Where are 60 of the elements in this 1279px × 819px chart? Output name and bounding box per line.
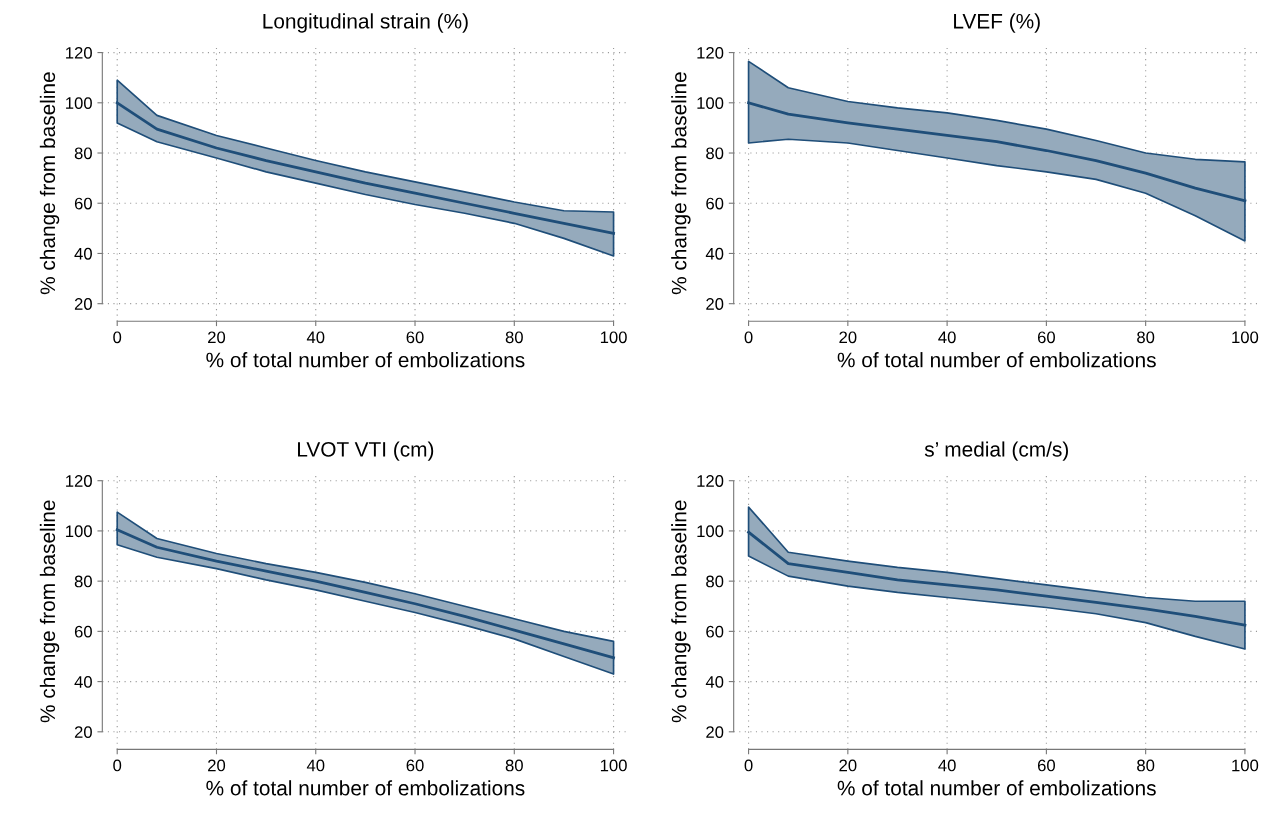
x-tick-label: 100 [600, 759, 627, 772]
y-tick-label: 80 [74, 147, 92, 160]
y-tick-label: 20 [706, 726, 724, 739]
y-tick-label: 100 [697, 525, 724, 538]
x-tick-label: 40 [938, 331, 956, 344]
y-tick-label: 100 [66, 525, 92, 538]
x-tick-label: 0 [744, 331, 753, 344]
y-tick-label: 80 [706, 147, 724, 160]
x-tick-label: 60 [406, 331, 424, 344]
x-tick-label: 20 [839, 759, 857, 772]
x-tick-label: 40 [306, 331, 325, 344]
x-tick-label: 100 [1232, 331, 1259, 344]
y-tick-label: 80 [74, 575, 92, 588]
x-tick-label: 40 [306, 759, 325, 772]
y-tick-label: 120 [697, 475, 724, 487]
x-tick-label: 80 [505, 759, 523, 772]
chart-title: LVOT VTI (cm) [298, 441, 434, 461]
chart-title: Longitudinal strain (%) [263, 13, 468, 33]
x-tick-label: 100 [1232, 759, 1259, 772]
y-tick-label: 60 [706, 197, 724, 210]
y-tick-label: 20 [74, 298, 92, 310]
x-tick-label: 20 [208, 331, 226, 344]
x-tick-label: 100 [600, 331, 627, 344]
x-tick-label: 40 [938, 759, 956, 772]
y-tick-label: 20 [706, 298, 724, 310]
y-tick-label: 40 [74, 247, 92, 260]
y-tick-label: 120 [66, 475, 92, 487]
x-axis-title: % of total number of embolizations [837, 352, 1156, 368]
y-tick-label: 40 [705, 247, 724, 260]
y-tick-label: 100 [697, 97, 724, 109]
y-tick-label: 120 [697, 46, 724, 59]
y-tick-label: 100 [66, 97, 92, 109]
y-tick-label: 20 [74, 726, 92, 739]
x-axis-title: % of total number of embolizations [206, 780, 525, 796]
y-tick-label: 120 [66, 46, 92, 59]
y-tick-label: 60 [74, 625, 92, 638]
y-axis-title: % change from baseline [39, 500, 60, 723]
x-axis-title: % of total number of embolizations [837, 780, 1156, 796]
x-tick-label: 20 [208, 759, 226, 772]
x-tick-label: 60 [1037, 331, 1055, 344]
y-axis-title: % change from baseline [39, 72, 60, 295]
y-axis-title: % change from baseline [671, 500, 691, 723]
y-tick-label: 40 [705, 675, 724, 688]
y-tick-label: 40 [74, 675, 92, 688]
x-tick-label: 0 [113, 759, 122, 772]
chart-title: s’ medial (cm/s) [924, 441, 1068, 461]
x-tick-label: 80 [1137, 331, 1155, 344]
x-axis-title: % of total number of embolizations [206, 352, 525, 368]
y-tick-label: 80 [706, 575, 724, 588]
x-tick-label: 20 [839, 331, 857, 344]
x-tick-label: 80 [1137, 759, 1155, 772]
x-tick-label: 60 [1037, 759, 1055, 772]
x-tick-label: 80 [505, 331, 523, 344]
y-tick-label: 60 [74, 197, 92, 210]
x-tick-label: 0 [113, 331, 122, 344]
chart-title: LVEF (%) [954, 13, 1040, 33]
x-tick-label: 60 [406, 759, 424, 772]
y-axis-title: % change from baseline [671, 72, 691, 295]
y-tick-label: 60 [706, 625, 724, 638]
x-tick-label: 0 [744, 759, 753, 772]
